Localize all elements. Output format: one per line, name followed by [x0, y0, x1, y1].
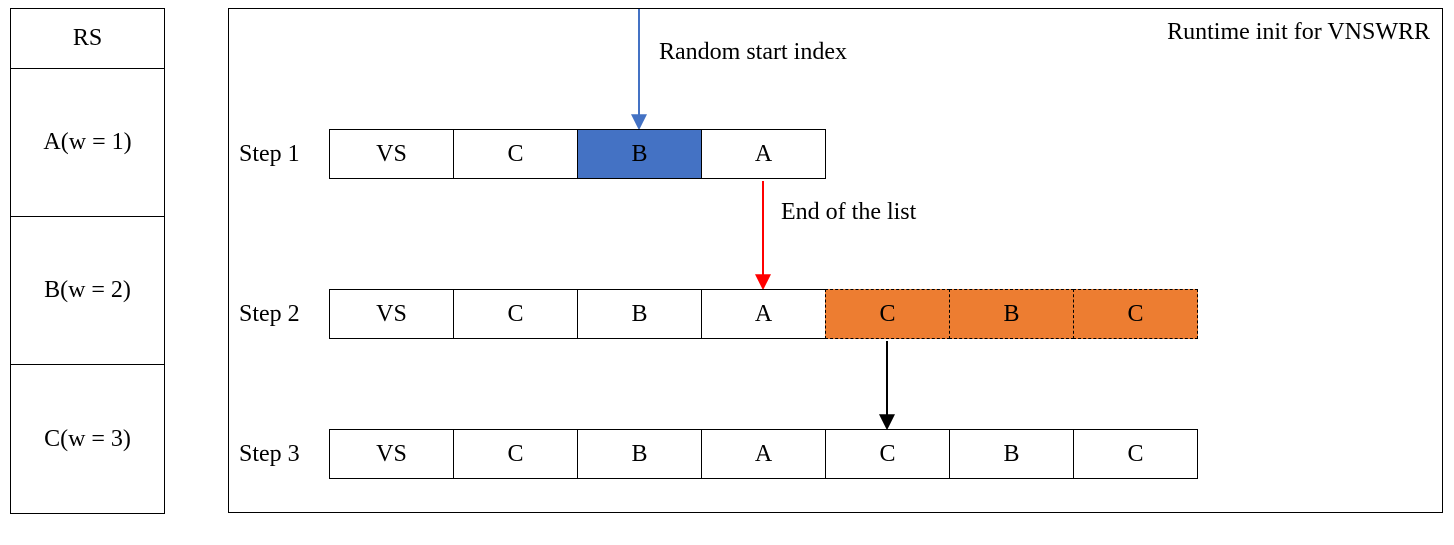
rs-row-c: C(w = 3): [11, 365, 164, 513]
step1-label: Step 1: [239, 141, 300, 168]
cell: B: [577, 429, 702, 479]
step2-row: VSCBACBC: [329, 289, 1198, 339]
cell: C: [1073, 429, 1198, 479]
rs-table-header: RS: [11, 9, 164, 69]
step3-row: VSCBACBC: [329, 429, 1198, 479]
step2-label: Step 2: [239, 301, 300, 328]
cell: C: [825, 429, 950, 479]
cell: VS: [329, 429, 454, 479]
cell: A: [701, 129, 826, 179]
cell: C: [453, 289, 578, 339]
cell: C: [1073, 289, 1198, 339]
cell: A: [701, 429, 826, 479]
rs-table: RS A(w = 1) B(w = 2) C(w = 3): [10, 8, 165, 514]
cell: B: [949, 289, 1074, 339]
cell: B: [577, 289, 702, 339]
main-panel: Runtime init for VNSWRR Random start ind…: [228, 8, 1443, 513]
rs-row-a: A(w = 1): [11, 69, 164, 217]
cell: VS: [329, 289, 454, 339]
rs-row-b: B(w = 2): [11, 217, 164, 365]
step3-label: Step 3: [239, 441, 300, 468]
cell: C: [453, 129, 578, 179]
cell: VS: [329, 129, 454, 179]
cell: C: [453, 429, 578, 479]
cell: B: [949, 429, 1074, 479]
step1-row: VSCBA: [329, 129, 826, 179]
cell: C: [825, 289, 950, 339]
cell: B: [577, 129, 702, 179]
diagram-canvas: RS A(w = 1) B(w = 2) C(w = 3) Runtime in…: [0, 0, 1454, 545]
cell: A: [701, 289, 826, 339]
